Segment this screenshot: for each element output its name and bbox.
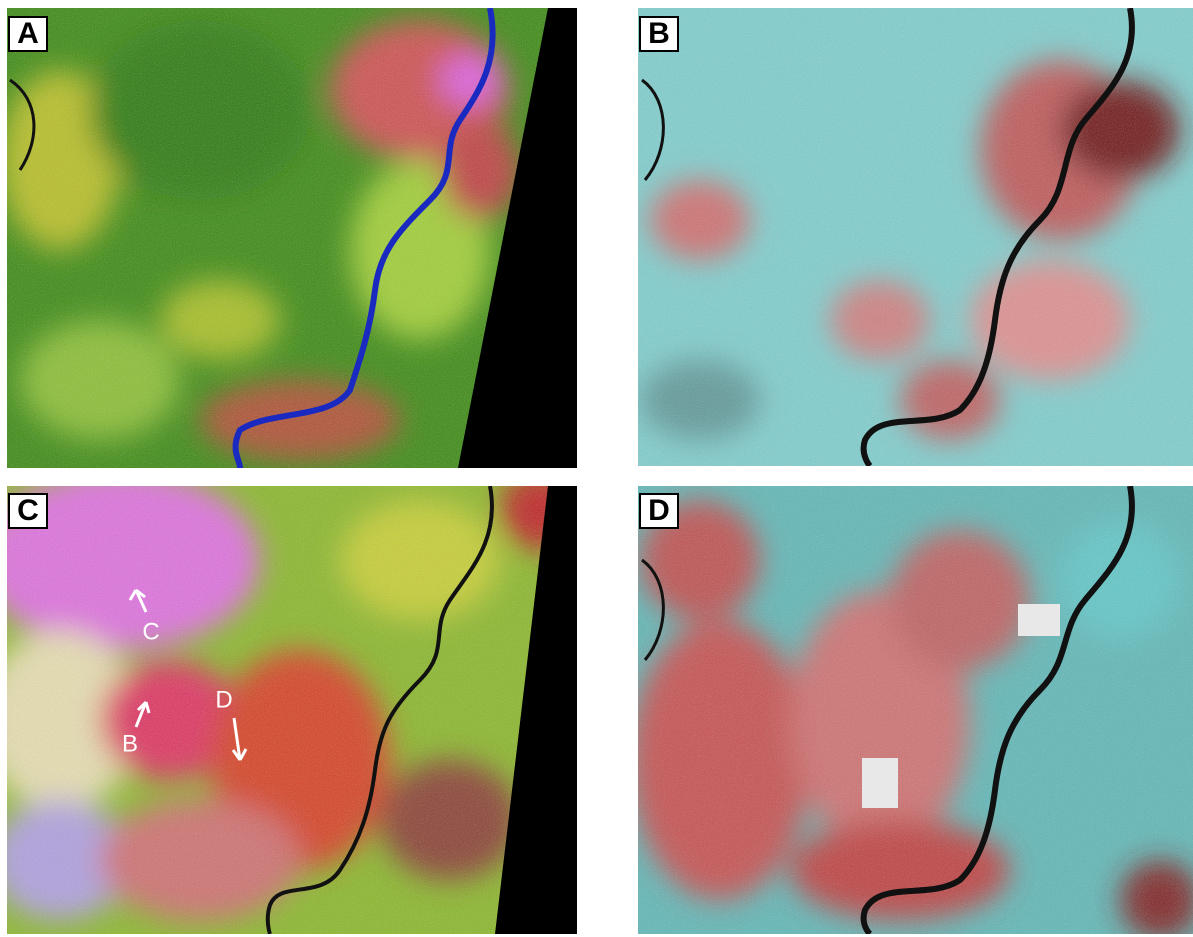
panel-label: C — [17, 494, 39, 527]
panel-label: D — [648, 494, 670, 527]
panel-label: A — [17, 17, 39, 50]
annotation: C — [142, 618, 159, 645]
panel-c-image — [0, 470, 580, 934]
panel-a-image — [0, 8, 577, 468]
panel-b-image — [638, 8, 1193, 466]
annotation: B — [122, 730, 138, 757]
figure: A B — [0, 0, 1193, 937]
annotation: D — [215, 686, 232, 713]
panel-label: B — [648, 17, 670, 50]
panel-d-image — [630, 486, 1193, 937]
